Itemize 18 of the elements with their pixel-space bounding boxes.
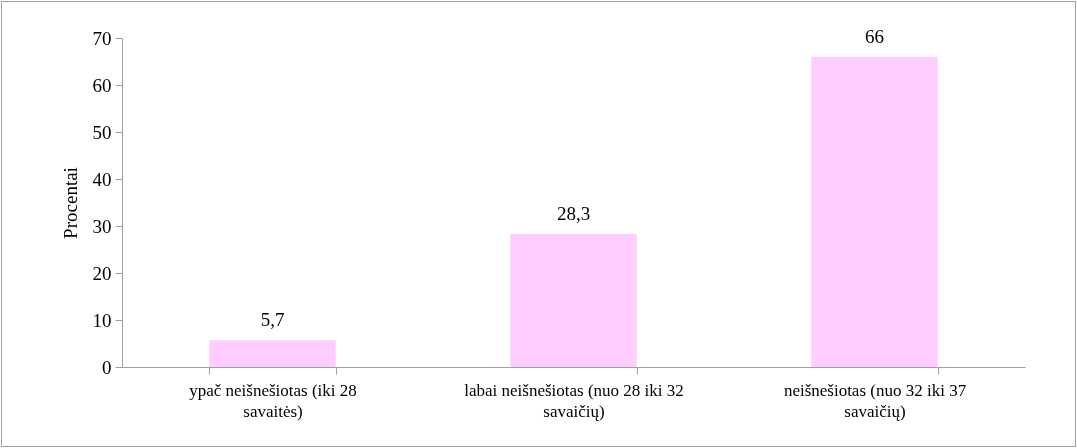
y-tick-label: 30 <box>92 215 112 237</box>
y-tick-label: 40 <box>92 168 112 190</box>
x-tick-label: labai neišnešiotas (nuo 28 iki 32 savaičių) <box>464 380 684 421</box>
bar <box>209 340 336 367</box>
x-tick-label: neišnešiotas (nuo 32 iki 37 savaičių) <box>783 380 967 421</box>
y-tick-label: 20 <box>92 262 112 284</box>
y-tick-label: 70 <box>92 27 112 49</box>
data-label: 5,7 <box>260 309 285 331</box>
x-tick-label: ypač neišnešiotas (iki 28 savaitės) <box>189 380 357 421</box>
data-label: 28,3 <box>556 202 591 224</box>
y-tick-label: 10 <box>92 309 112 331</box>
bar <box>510 233 637 367</box>
y-tick-label: 60 <box>92 74 112 96</box>
y-axis-title: Procentai <box>59 167 81 239</box>
data-label: 66 <box>865 25 884 47</box>
y-tick-label: 0 <box>102 356 112 378</box>
y-tick-label: 50 <box>92 121 112 143</box>
bar <box>811 56 938 367</box>
